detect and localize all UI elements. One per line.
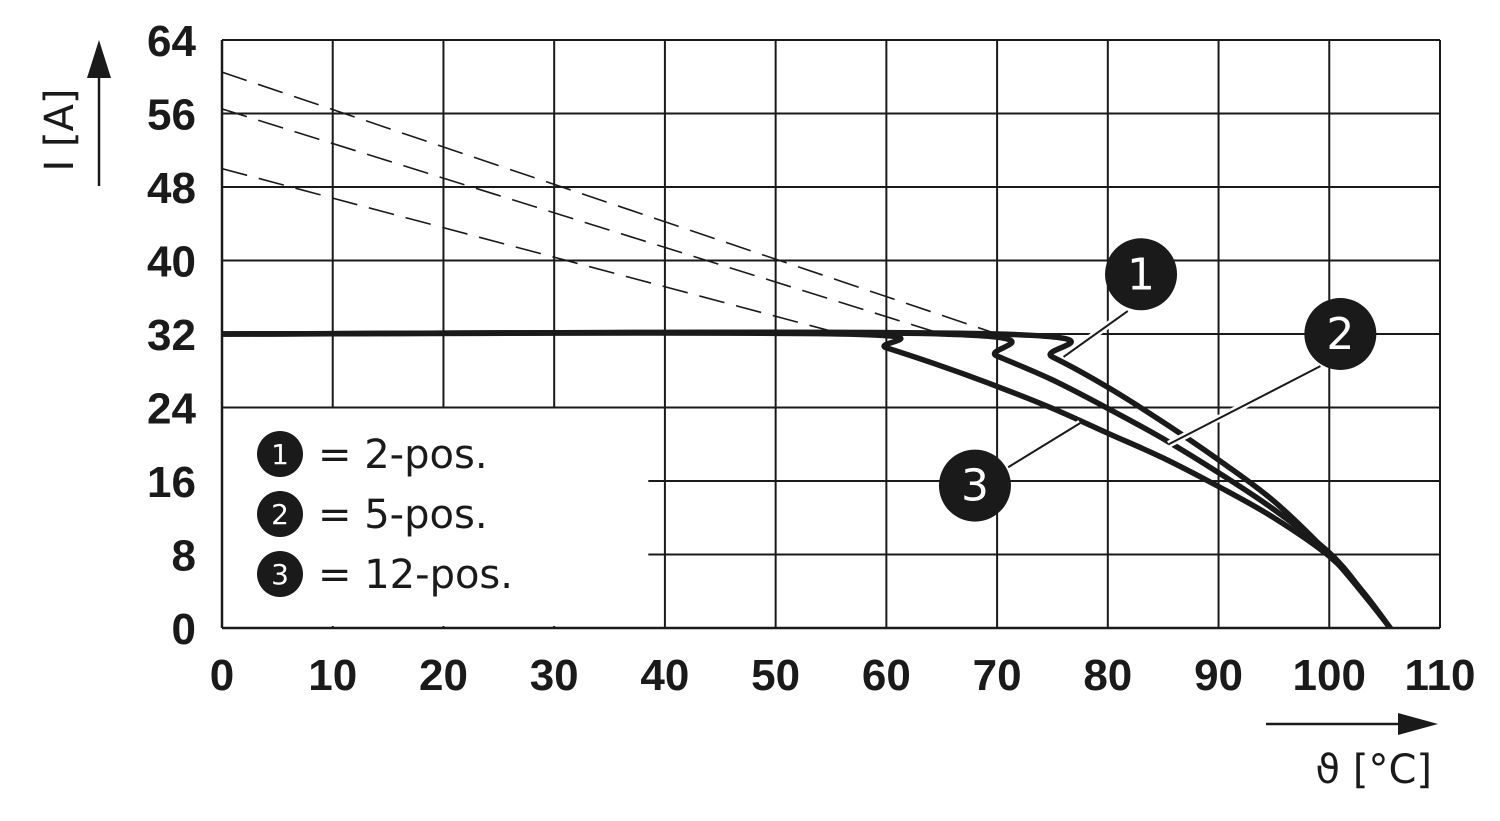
x-tick-label: 90 (1194, 651, 1243, 700)
legend-label: = 2-pos. (318, 432, 488, 478)
callout-circle (1304, 298, 1377, 370)
y-tick-label: 0 (172, 605, 196, 654)
legend-marker-number: 2 (271, 498, 289, 531)
legend-marker-number: 1 (271, 438, 289, 471)
y-tick-label: 64 (147, 17, 196, 66)
x-axis-arrow-head (1398, 713, 1438, 735)
callout-label: 1 (1127, 249, 1155, 300)
extrapolation-line-2 (222, 108, 942, 335)
series-line-3 (222, 330, 1393, 628)
y-tick-label: 40 (147, 238, 196, 287)
x-tick-label: 100 (1293, 651, 1366, 700)
y-tick-label: 24 (147, 385, 196, 434)
x-tick-label: 70 (973, 651, 1022, 700)
callout-label: 2 (1326, 309, 1354, 360)
legend-marker (257, 431, 303, 477)
legend-marker-number: 3 (271, 558, 289, 591)
callouts: 1 2 3 (938, 238, 1377, 522)
x-tick-label: 80 (1083, 651, 1132, 700)
x-tick-label: 30 (530, 651, 579, 700)
extrapolation-lines (222, 71, 998, 335)
x-tick-label: 10 (308, 651, 357, 700)
x-tick-label: 20 (419, 651, 468, 700)
legend-label: = 5-pos. (318, 492, 488, 538)
x-axis-label: ϑ [°C] (1315, 747, 1432, 793)
callout-leader-line (1168, 365, 1321, 446)
callout-leader-line (1062, 310, 1129, 358)
callout-label: 3 (961, 461, 989, 512)
x-tick-label: 110 (1405, 651, 1476, 700)
legend-marker (257, 551, 303, 597)
series-lines (222, 329, 1393, 628)
y-axis-label: I [A] (37, 88, 83, 171)
y-tick-label: 8 (172, 532, 196, 581)
legend-entry: 3 = 12-pos. (257, 551, 513, 598)
callout-circle (1105, 238, 1178, 311)
y-tick-label: 56 (147, 91, 196, 140)
x-tick-label: 60 (862, 651, 911, 700)
legend: 1 = 2-pos. 2 = 5-pos. 3 = 12-pos. (257, 431, 513, 598)
extrapolation-line-1 (222, 71, 998, 335)
x-tick-label: 50 (751, 651, 800, 700)
y-tick-label: 16 (147, 458, 196, 507)
y-tick-labels: 0 8 16 24 32 40 48 56 64 (147, 17, 196, 654)
legend-entry: 2 = 5-pos. (257, 491, 488, 538)
x-tick-label: 40 (640, 651, 689, 700)
y-axis-arrow-head (87, 40, 111, 78)
extrapolation-line-3 (222, 167, 843, 335)
legend-marker (257, 491, 303, 537)
legend-entry: 1 = 2-pos. (257, 431, 488, 478)
x-tick-label: 0 (210, 651, 234, 700)
y-tick-label: 48 (147, 164, 196, 213)
legend-label: = 12-pos. (318, 552, 513, 598)
y-tick-label: 32 (147, 311, 196, 360)
x-tick-labels: 0 10 20 30 40 50 60 70 80 90 100 110 (210, 651, 1476, 700)
callout-leader-line (1007, 422, 1081, 469)
callout-circle (938, 449, 1011, 522)
y-axis-title: I [A] (37, 40, 111, 186)
x-axis-title: ϑ [°C] (1266, 713, 1438, 793)
